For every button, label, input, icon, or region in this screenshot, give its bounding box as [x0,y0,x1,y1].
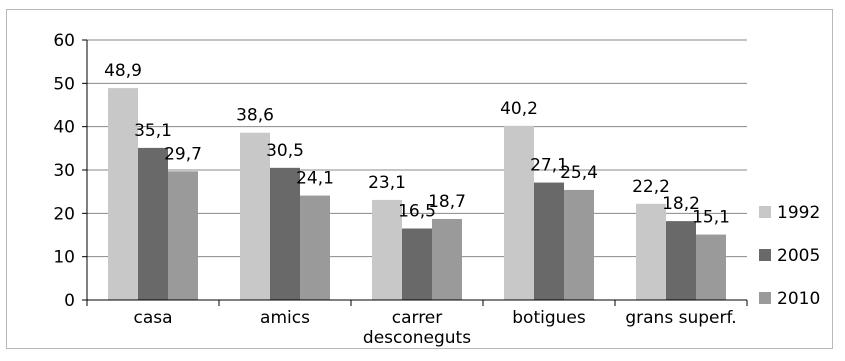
data-label-2005: 16,5 [398,202,436,222]
chart-frame: 0 10 20 30 40 50 60 casa amics carrer desconeguts b… [6,9,833,349]
legend: 1992 2005 2010 [759,203,820,309]
y-tick-label: 40 [53,118,75,138]
bar-1992 [372,199,402,300]
y-tick-label: 20 [53,204,75,224]
data-label-2005: 27,1 [530,156,568,176]
bar-2010 [564,189,594,300]
bar-2005 [534,182,564,300]
y-tick-label: 10 [53,248,75,268]
data-label-2005: 35,1 [134,121,172,141]
data-label-2010: 29,7 [164,144,202,164]
x-category-label: carrer [392,308,443,328]
y-tick-label: 0 [64,291,75,311]
data-label-1992: 23,1 [368,173,406,193]
legend-swatch-1992 [759,206,771,218]
bar-1992 [108,88,138,300]
x-category-label: grans superf. [625,308,736,328]
bar-2010 [168,171,198,300]
data-label-2010: 18,7 [428,192,466,212]
bar-2005 [270,167,300,300]
y-tick-label: 30 [53,161,75,181]
legend-label-1992: 1992 [777,203,820,223]
bar-2010 [432,218,462,300]
bar-1992 [240,132,270,300]
data-label-1992: 48,9 [104,61,142,81]
bar-1992 [636,203,666,300]
data-label-2005: 18,2 [662,194,700,214]
x-category-label: casa [133,308,172,328]
data-label-2010: 25,4 [560,163,598,183]
legend-swatch-2005 [759,249,771,261]
data-label-1992: 22,2 [632,177,670,197]
data-label-2010: 24,1 [296,169,334,189]
legend-label-2010: 2010 [777,289,820,309]
y-tick-label: 60 [53,31,75,51]
y-tick-label: 50 [53,74,75,94]
data-label-2010: 15,1 [692,208,730,228]
bar-2010 [696,234,726,300]
data-label-1992: 38,6 [236,106,274,126]
x-category-label: amics [260,308,310,328]
bar-2005 [138,147,168,300]
x-category-label: botigues [512,308,586,328]
legend-label-2005: 2005 [777,246,820,266]
data-labels: 48,9 35,1 29,7 38,6 30,5 24,1 23,1 16,518,7 40,2… [104,61,730,227]
legend-swatch-2010 [759,292,771,304]
bars [108,88,726,300]
bar-1992 [504,125,534,300]
bar-2010 [300,195,330,300]
data-label-2005: 30,5 [266,141,304,161]
data-label-1992: 40,2 [500,99,538,119]
x-category-label: desconeguts [363,328,471,348]
bar-2005 [402,228,432,300]
bar-2005 [666,221,696,300]
